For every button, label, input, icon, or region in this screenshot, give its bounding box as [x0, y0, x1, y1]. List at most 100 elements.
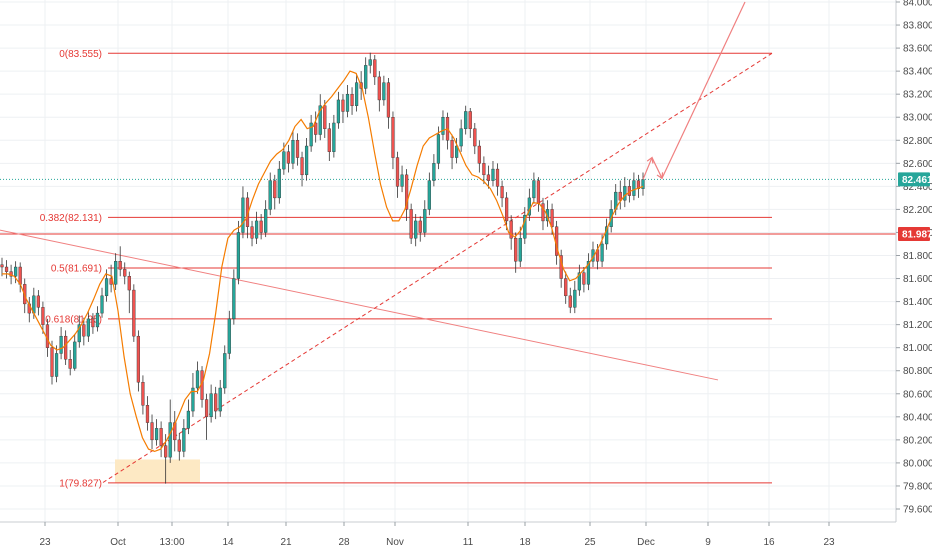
candle-body	[532, 180, 536, 199]
candle-body	[104, 278, 109, 297]
candle-body	[564, 278, 568, 297]
candle-body	[214, 393, 218, 412]
price-badge	[898, 172, 930, 187]
candle-body	[386, 82, 391, 118]
candle-body	[332, 122, 336, 152]
candle-body	[427, 180, 431, 210]
candle-body	[577, 272, 581, 291]
time-tick-label: 23	[823, 537, 835, 548]
projection-path[interactable]	[642, 1, 746, 180]
candle-body	[95, 312, 100, 328]
candle-body	[318, 105, 322, 135]
time-tick-label: 11	[463, 537, 474, 548]
candle-body	[414, 220, 418, 239]
candle-body	[164, 445, 168, 458]
candle-body	[382, 82, 386, 101]
demand-zone	[115, 459, 200, 483]
candle-body	[464, 111, 468, 129]
candle-body	[518, 238, 522, 262]
price-tick-label: 79.600	[903, 505, 932, 516]
candle-body	[618, 191, 622, 201]
fib-level-label: 0.5(81.691)	[51, 264, 102, 275]
candle-body	[132, 289, 136, 337]
candle-body	[136, 335, 140, 383]
candle-body	[327, 128, 331, 152]
candle-body	[168, 422, 172, 458]
candle-body	[264, 209, 268, 233]
candle-body	[304, 145, 309, 176]
time-tick-label: 18	[519, 537, 531, 548]
time-tick-label: 9	[705, 537, 711, 548]
candle-body	[400, 174, 404, 187]
time-axis[interactable]: 23 Oct 13:00 14 21 28 Nov 11 18 25 Dec 9 16 23	[0, 521, 896, 548]
candle-body	[295, 140, 300, 158]
candle-body	[77, 324, 81, 343]
time-tick-label: 21	[280, 537, 292, 548]
time-tick-label: 23	[39, 537, 51, 548]
candle-body	[441, 117, 445, 135]
candle-body	[495, 168, 500, 187]
candle-body	[195, 370, 200, 389]
candle-body	[623, 186, 627, 201]
candle-body	[523, 214, 527, 239]
projection-segment	[642, 157, 653, 180]
candle-body	[486, 174, 491, 181]
candle-body	[177, 439, 181, 452]
candle-body	[282, 151, 286, 170]
candle-body	[286, 151, 291, 164]
time-tick-label: 14	[222, 537, 234, 548]
time-tick-label: 13:00	[159, 537, 184, 548]
candle-body	[204, 399, 209, 418]
candle-body	[186, 410, 190, 429]
descending-trendline[interactable]	[0, 229, 719, 381]
candle-body	[68, 359, 72, 369]
candle-body	[432, 163, 436, 181]
candle-body	[218, 387, 222, 412]
candle-body	[582, 272, 586, 285]
candle-body	[468, 111, 472, 129]
candle-body	[54, 353, 59, 377]
price-tick-label: 80.000	[903, 458, 932, 469]
time-tick-label: Dec	[637, 537, 655, 548]
candle-body	[354, 82, 359, 106]
candle-body	[477, 145, 481, 164]
candle-body	[409, 209, 413, 239]
fibonacci-retracement[interactable]: 0(83.555) 0.382(82.131) 0.5(81.691) 0.618(8…	[40, 49, 772, 490]
price-tick-label: 79.800	[903, 481, 932, 492]
candle-body	[150, 422, 154, 441]
candle-body	[127, 276, 131, 291]
candle-body	[514, 238, 518, 262]
candle-body	[536, 180, 541, 204]
candle-body	[268, 180, 272, 210]
candle-body	[182, 428, 186, 452]
price-axis-background	[896, 0, 932, 550]
candle-body	[632, 180, 636, 196]
candle-body	[491, 168, 495, 181]
candle-body	[41, 307, 45, 325]
price-tick-label: 83.200	[903, 90, 932, 101]
candle-body	[341, 99, 345, 112]
price-tick-label: 84.000	[903, 0, 932, 9]
candle-body	[641, 179, 645, 189]
time-tick-label: Nov	[386, 537, 404, 548]
candle-body	[232, 278, 236, 320]
candle-body	[404, 174, 409, 210]
price-axis[interactable]: 79.600 79.800 80.000 80.200 80.400 80.600 80.8…	[895, 0, 932, 522]
fib-level-label: 1(79.827)	[59, 478, 102, 489]
candle-body	[241, 197, 245, 233]
candle-body	[391, 117, 395, 158]
price-tick-label: 81.400	[903, 297, 932, 308]
candle-body	[145, 405, 150, 423]
price-tick-label: 81.800	[903, 251, 932, 262]
candle-body	[500, 186, 504, 199]
candle-body	[550, 209, 554, 227]
time-tick-label: 25	[584, 537, 596, 548]
price-badges: 82.461 81.987	[898, 172, 932, 241]
candle-body	[64, 335, 68, 360]
candle-body	[277, 168, 281, 199]
price-tick-label: 82.600	[903, 159, 932, 170]
fib-level-label: 0(83.555)	[59, 49, 102, 60]
candle-body	[191, 387, 195, 412]
candle-body	[18, 266, 22, 285]
